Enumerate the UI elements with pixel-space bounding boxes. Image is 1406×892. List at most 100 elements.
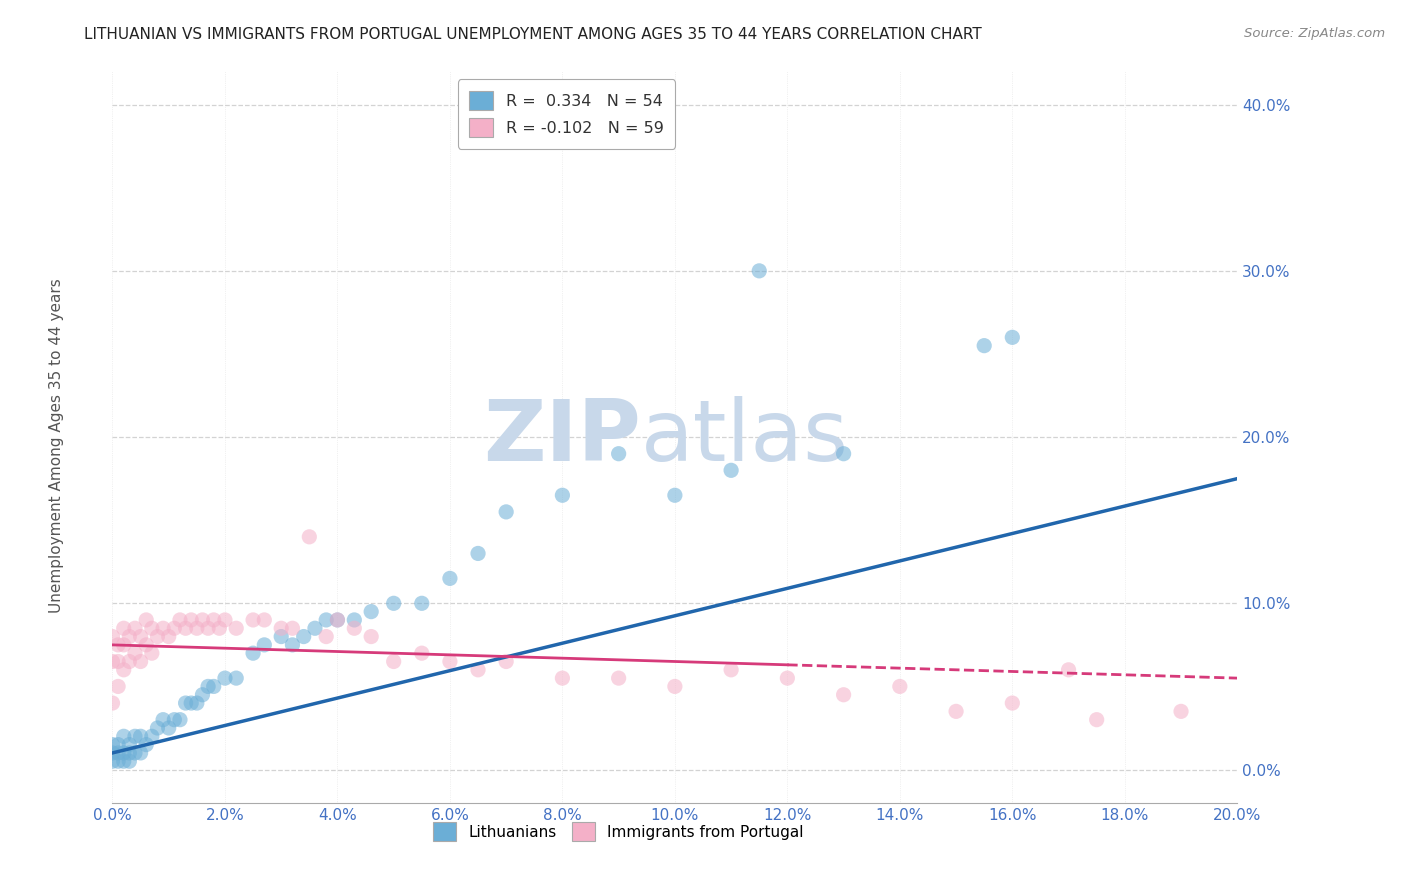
Point (141, 621, 163, 635)
Point (191, 613, 214, 627)
Point (118, 630, 141, 644)
Text: ZIP: ZIP (484, 395, 641, 479)
Point (439, 571, 461, 585)
Point (197, 680, 219, 694)
Point (152, 621, 174, 635)
Point (107, 680, 129, 694)
Point (135, 638, 157, 652)
Point (129, 655, 152, 669)
Point (112, 638, 135, 652)
Point (202, 613, 225, 627)
Point (163, 621, 186, 635)
Point (180, 696, 202, 710)
Point (411, 596, 433, 610)
Point (174, 621, 197, 635)
Point (242, 613, 264, 627)
Point (270, 630, 292, 644)
Point (101, 746, 124, 760)
Point (124, 646, 146, 660)
Point (270, 621, 292, 635)
Point (411, 646, 433, 660)
Point (242, 646, 264, 660)
Point (664, 488, 686, 502)
Point (326, 613, 349, 627)
Point (191, 688, 214, 702)
Point (208, 621, 231, 635)
Point (360, 630, 382, 644)
Point (101, 630, 124, 644)
Point (101, 696, 124, 710)
Point (174, 696, 197, 710)
Point (343, 621, 366, 635)
Point (129, 746, 152, 760)
Text: LITHUANIAN VS IMMIGRANTS FROM PORTUGAL UNEMPLOYMENT AMONG AGES 35 TO 44 YEARS CO: LITHUANIAN VS IMMIGRANTS FROM PORTUGAL U… (84, 27, 983, 42)
Point (129, 630, 152, 644)
Point (889, 680, 911, 694)
Point (664, 680, 686, 694)
Point (304, 621, 326, 635)
Point (202, 680, 225, 694)
Point (186, 696, 208, 710)
Point (146, 630, 169, 644)
Point (152, 713, 174, 727)
Point (157, 721, 180, 735)
Point (343, 613, 366, 627)
Text: atlas: atlas (641, 395, 849, 479)
Point (169, 713, 191, 727)
Point (107, 738, 129, 752)
Point (1170, 705, 1192, 719)
Point (495, 655, 517, 669)
Point (107, 746, 129, 760)
Point (135, 613, 157, 627)
Point (607, 671, 630, 685)
Point (720, 663, 742, 677)
Point (163, 713, 186, 727)
Point (101, 754, 124, 768)
Point (112, 729, 135, 743)
Point (973, 338, 995, 352)
Point (253, 613, 276, 627)
Point (169, 613, 191, 627)
Point (1085, 713, 1108, 727)
Point (467, 663, 489, 677)
Point (107, 638, 129, 652)
Point (382, 596, 405, 610)
Point (298, 530, 321, 544)
Point (157, 630, 180, 644)
Point (551, 488, 574, 502)
Point (281, 621, 304, 635)
Point (112, 746, 135, 760)
Point (467, 546, 489, 560)
Point (225, 621, 247, 635)
Point (107, 655, 129, 669)
Point (748, 264, 770, 278)
Point (214, 671, 236, 685)
Point (1057, 663, 1080, 677)
Point (135, 738, 157, 752)
Point (382, 655, 405, 669)
Point (776, 671, 799, 685)
Point (124, 621, 146, 635)
Point (112, 663, 135, 677)
Point (214, 613, 236, 627)
Point (101, 738, 124, 752)
Point (112, 621, 135, 635)
Point (146, 721, 169, 735)
Point (439, 655, 461, 669)
Point (197, 621, 219, 635)
Point (360, 605, 382, 619)
Point (292, 630, 315, 644)
Point (495, 505, 517, 519)
Point (118, 655, 141, 669)
Legend: Lithuanians, Immigrants from Portugal: Lithuanians, Immigrants from Portugal (425, 813, 813, 850)
Point (253, 638, 276, 652)
Point (832, 447, 855, 461)
Point (124, 729, 146, 743)
Point (186, 621, 208, 635)
Text: Source: ZipAtlas.com: Source: ZipAtlas.com (1244, 27, 1385, 40)
Point (141, 646, 163, 660)
Text: Unemployment Among Ages 35 to 44 years: Unemployment Among Ages 35 to 44 years (49, 278, 63, 614)
Point (281, 638, 304, 652)
Point (129, 729, 152, 743)
Point (551, 671, 574, 685)
